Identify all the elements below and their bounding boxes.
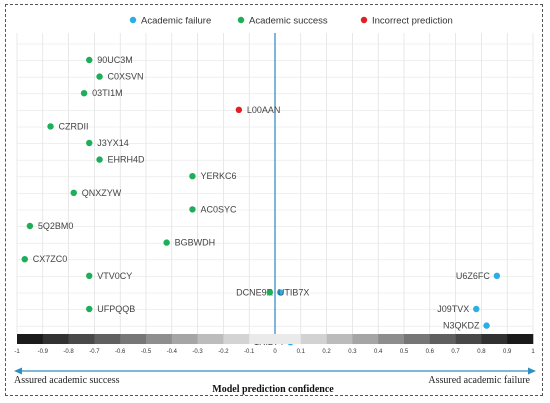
legend: Academic failure Academic success Incorrec… [129, 16, 453, 27]
chart-frame [5, 4, 543, 396]
legend-marker [237, 16, 245, 24]
data-point-label: N3QKDZ [443, 321, 480, 331]
colorbar-block [171, 334, 198, 344]
data-point-label: CZRDII [59, 121, 89, 131]
data-point-label: UTIB7X [278, 287, 310, 297]
data-point [96, 156, 103, 163]
data-point [47, 123, 54, 130]
x-axis-title: Model prediction confidence [212, 384, 334, 395]
colorbar [17, 334, 534, 344]
x-tick-label: 0.2 [322, 349, 331, 355]
x-tick-label: 0.5 [400, 349, 409, 355]
colorbar-block [68, 334, 95, 344]
x-tick-label: -0.8 [63, 349, 74, 355]
data-point [189, 173, 196, 180]
data-point-label: VTV0CY [97, 271, 132, 281]
legend-marker [360, 16, 368, 24]
x-tick-label: 0.3 [348, 349, 357, 355]
x-tick-label: -0.1 [244, 349, 255, 355]
colorbar-block [223, 334, 250, 344]
colorbar-block [481, 334, 508, 344]
colorbar-block [146, 334, 173, 344]
data-point [493, 272, 501, 279]
data-points: U6Z6FCDCNE9RJ09TVXN3QKDZ1RI2T490UC3MC0XS… [21, 55, 501, 347]
data-point [276, 289, 284, 296]
data-point [266, 289, 274, 296]
data-point [80, 90, 88, 97]
data-point [86, 139, 93, 147]
data-point-label: EHRH4D [108, 155, 146, 165]
legend-label: Academic failure [141, 16, 211, 27]
data-point [189, 206, 196, 213]
x-tick-label: 0 [273, 349, 277, 355]
colorbar-block [197, 334, 224, 344]
data-point [70, 189, 77, 196]
data-point [483, 322, 490, 329]
colorbar-block [378, 334, 405, 344]
data-point-label: YERKC6 [200, 171, 236, 181]
colorbar-block [249, 334, 276, 344]
colorbar-block [17, 334, 44, 344]
data-point [86, 272, 93, 279]
data-point-label: BGBWDH [175, 238, 216, 248]
colorbar-block [326, 334, 353, 344]
data-point [473, 305, 480, 313]
x-tick-label: -0.9 [38, 349, 49, 355]
right-caption: Assured academic failure [428, 375, 530, 386]
legend-label: Academic success [249, 16, 328, 27]
x-tick-label: 1 [531, 349, 535, 355]
data-point-label: 5Q2BM0 [38, 221, 74, 231]
x-tick-label: 0.6 [426, 349, 435, 355]
data-point-label: QNXZYW [82, 188, 122, 198]
data-point-label: AC0SYC [200, 204, 237, 214]
data-point-label: 90UC3M [97, 55, 133, 65]
left-caption: Assured academic success [14, 375, 120, 386]
x-tick-label: -0.6 [115, 349, 126, 355]
data-point-label: DCNE9R [236, 287, 274, 297]
colorbar-block [42, 334, 69, 344]
colorbar-block [300, 334, 327, 344]
arrow-head-right [528, 367, 536, 375]
data-point-label: J09TVX [437, 304, 469, 314]
data-point-label: U6Z6FC [456, 271, 491, 281]
data-point [21, 256, 28, 263]
arrow-head-left [14, 367, 22, 375]
data-point-label: C0XSVN [108, 72, 144, 82]
data-point-label: CX7ZC0 [33, 254, 68, 264]
colorbar-block [455, 334, 482, 344]
data-point [163, 239, 170, 246]
colorbar-block [507, 334, 534, 344]
x-tick-label: -1 [14, 349, 20, 355]
colorbar-block [94, 334, 121, 344]
x-tick-label: -0.4 [167, 349, 178, 355]
data-point [86, 56, 93, 64]
data-point [96, 73, 103, 80]
data-point [235, 106, 243, 114]
data-point-label: 03TI1M [92, 88, 123, 98]
x-tick-label: 0.7 [451, 349, 460, 355]
x-tick-label: -0.7 [89, 349, 100, 355]
data-point [26, 222, 34, 230]
x-tick-label: -0.5 [141, 349, 152, 355]
data-point-label: L00AAN [247, 105, 281, 115]
data-point [86, 305, 93, 313]
x-tick-label: 0.9 [503, 349, 512, 355]
colorbar-block [429, 334, 456, 344]
confidence-arrow [14, 367, 536, 375]
x-tick-label: 0.8 [477, 349, 486, 355]
legend-label: Incorrect prediction [372, 16, 453, 27]
x-tick-label: 0.1 [297, 349, 306, 355]
colorbar-block [352, 334, 379, 344]
data-point-label: UFPQQB [97, 304, 135, 314]
x-tick-label: -0.2 [218, 349, 229, 355]
data-point-label: J3YX14 [97, 138, 129, 148]
x-tick-labels: -1 -0.9 -0.8 -0.7 -0.6 -0.5 -0.4 -0.3 -0.2 -0.1 0 0… [14, 349, 535, 355]
colorbar-block [275, 334, 302, 344]
x-tick-label: 0.4 [374, 349, 383, 355]
legend-marker [129, 16, 137, 24]
colorbar-block [404, 334, 431, 344]
colorbar-block [120, 334, 147, 344]
x-tick-label: -0.3 [192, 349, 203, 355]
